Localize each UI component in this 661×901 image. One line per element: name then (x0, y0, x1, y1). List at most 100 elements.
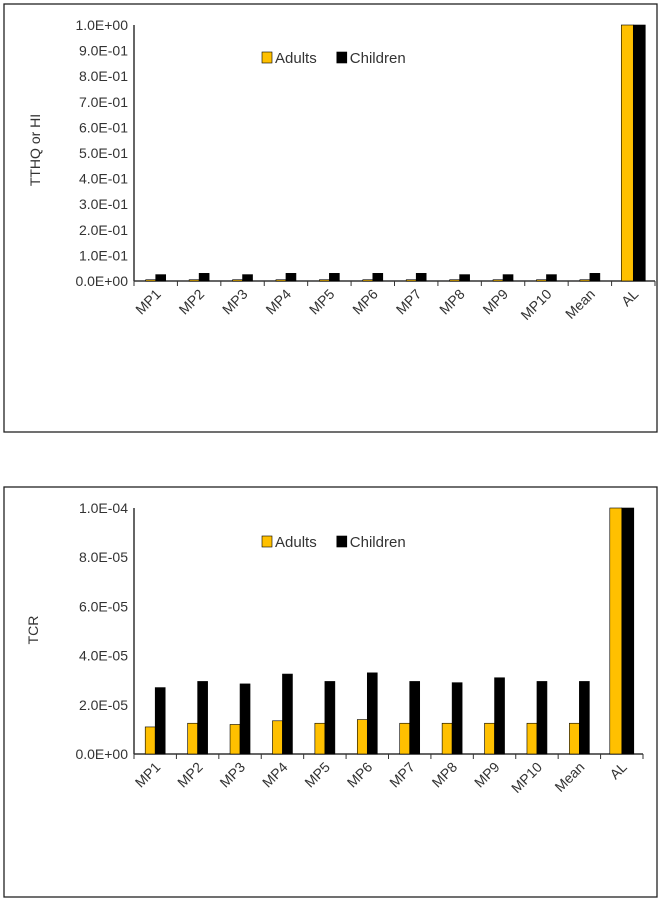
bar-children (536, 681, 548, 755)
bar-children (546, 274, 557, 282)
y-tick-label: 2.0E-05 (79, 697, 128, 713)
x-tick-label: AL (618, 286, 642, 310)
x-tick-label: MP7 (386, 759, 418, 791)
bar-children (285, 273, 297, 282)
chart-1: 0.0E+00 1.0E-01 2.0E-01 3.0E-01 4.0E-01 5.0E-… (3, 3, 658, 433)
x-tick-label: MP1 (132, 759, 164, 791)
y-tick-label: 8.0E-05 (79, 549, 128, 565)
legend-swatch-children (336, 51, 348, 64)
bar-adults (272, 720, 283, 755)
x-tick-label: MP8 (436, 286, 468, 318)
bar-adults (188, 279, 200, 282)
y-tick-label: 1.0E-04 (79, 500, 128, 516)
y-tick-label: 1.0E+00 (75, 17, 128, 33)
y-tick-label: 0.0E+00 (75, 273, 128, 289)
bar-children (366, 672, 378, 755)
bar-children (155, 274, 167, 282)
y-tick-label: 6.0E-01 (79, 119, 128, 135)
y-tick-label: 5.0E-01 (79, 145, 128, 161)
legend: Adults Children (261, 534, 406, 551)
legend-swatch-adults (261, 535, 273, 548)
x-tick-label: MP7 (393, 286, 425, 318)
bar-children (451, 682, 463, 755)
x-tick-label: MP3 (216, 759, 248, 791)
x-tick-label: MP9 (479, 286, 511, 318)
legend-label: Adults (275, 50, 317, 67)
bar-adults (441, 722, 453, 755)
bar-children (415, 273, 427, 282)
bar-adults (187, 722, 198, 755)
bar-children (632, 24, 646, 282)
bar-children (239, 683, 251, 755)
bar-adults (399, 722, 411, 755)
x-tick-label: MP5 (301, 759, 333, 791)
x-tick-label: MP4 (259, 759, 291, 791)
chart-border (3, 486, 658, 898)
legend-swatch-children (336, 535, 348, 548)
bar-children (242, 274, 253, 282)
x-tick-label: MP3 (219, 286, 251, 318)
bar-adults (620, 24, 634, 282)
bar-children (494, 677, 505, 755)
bar-children (154, 687, 166, 755)
bar-adults (484, 722, 495, 755)
bar-adults (275, 279, 287, 282)
bar-children (324, 681, 336, 755)
bar-adults (144, 726, 156, 755)
bar-adults (232, 279, 243, 282)
legend-label: Adults (275, 534, 317, 551)
bar-adults (526, 722, 538, 755)
y-tick-label: 4.0E-05 (79, 648, 128, 664)
y-tick-label: 6.0E-05 (79, 598, 128, 614)
bar-children (459, 274, 470, 282)
y-tick-label: 8.0E-01 (79, 68, 128, 84)
x-tick-label: MP9 (471, 759, 503, 791)
y-tick-label: 2.0E-01 (79, 222, 128, 238)
bar-children (282, 673, 293, 755)
bar-adults (229, 724, 241, 755)
bar-children (197, 681, 208, 755)
bar-children (372, 273, 384, 282)
bar-adults (579, 279, 591, 282)
x-tick-label: MP6 (344, 759, 376, 791)
y-tick-label: 1.0E-01 (79, 247, 128, 263)
bar-children (198, 273, 210, 282)
x-tick-label: MP1 (132, 286, 164, 318)
y-tick-label: 3.0E-01 (79, 196, 128, 212)
y-tick-label: 7.0E-01 (79, 94, 128, 110)
x-tick-label: MP5 (306, 286, 338, 318)
y-axis-label: TCR (25, 616, 41, 645)
bar-children (621, 507, 635, 755)
bar-children (579, 681, 590, 755)
bar-adults (314, 722, 326, 755)
bar-adults (449, 279, 460, 282)
y-tick-label: 9.0E-01 (79, 43, 128, 59)
bar-children (409, 681, 421, 755)
chart-border (3, 3, 658, 433)
chart-2: 0.0E+00 2.0E-05 4.0E-05 6.0E-05 8.0E-05 1.0E-… (3, 486, 658, 898)
x-tick-label: Mean (562, 286, 598, 322)
x-tick-label: MP6 (349, 286, 381, 318)
bar-adults (319, 279, 330, 282)
x-tick-label: MP4 (262, 286, 294, 318)
bar-adults (609, 507, 623, 755)
bar-children (329, 273, 340, 282)
x-tick-label: MP10 (508, 759, 545, 796)
x-tick-label: MP2 (174, 759, 206, 791)
x-tick-label: MP8 (429, 759, 461, 791)
bar-children (502, 274, 514, 282)
y-tick-label: 4.0E-01 (79, 171, 128, 187)
bar-children (589, 273, 601, 282)
bar-adults (362, 279, 374, 282)
bar-adults (492, 279, 504, 282)
legend-label: Children (350, 50, 406, 67)
bar-adults (569, 722, 580, 755)
legend-swatch-adults (261, 51, 273, 64)
x-tick-label: MP10 (517, 286, 554, 323)
y-tick-label: 0.0E+00 (75, 746, 128, 762)
legend: Adults Children (261, 50, 406, 67)
x-tick-label: MP2 (176, 286, 208, 318)
bar-adults (356, 719, 368, 755)
